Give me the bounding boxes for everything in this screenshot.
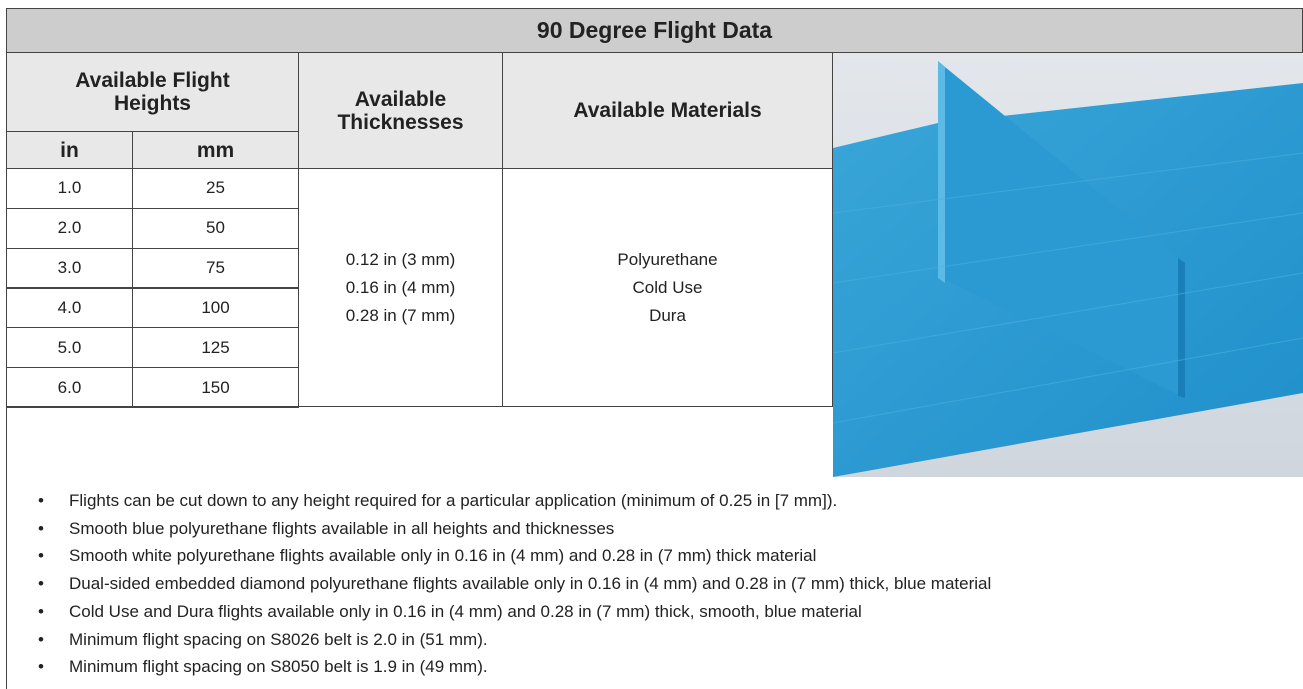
- cell-mm: 50: [132, 207, 299, 249]
- cell-in: 5.0: [6, 327, 133, 369]
- thickness: 0.12 in (3 mm): [345, 249, 456, 269]
- bullet-text: Cold Use and Dura flights available only…: [69, 601, 862, 621]
- header-cell: Available Flight Heights: [6, 52, 299, 132]
- header-materials: Available Materials: [573, 99, 762, 122]
- cell-in: 1.0: [6, 168, 133, 209]
- rule: [6, 52, 7, 689]
- bullet-text: Flights can be cut down to any height re…: [69, 491, 838, 510]
- header-in: in: [60, 138, 79, 162]
- header-cell: mm: [132, 131, 299, 169]
- cell-mm: 25: [132, 168, 299, 209]
- material: Cold Use: [632, 277, 703, 297]
- thickness-cell: 0.12 in (3 mm) 0.16 in (4 mm) 0.28 in (7 m…: [298, 168, 503, 407]
- cell-mm: 75: [132, 247, 299, 289]
- cell-mm: 150: [132, 367, 299, 408]
- materials-cell: Polyurethane Cold Use Dura: [502, 168, 833, 407]
- header-cell: Available Materials: [502, 52, 833, 169]
- thickness: 0.16 in (4 mm): [345, 277, 456, 297]
- bullet-text: Smooth blue polyurethane flights availab…: [69, 518, 615, 538]
- material: Dura: [649, 305, 686, 325]
- rule: [6, 406, 833, 407]
- header-thicknesses: Available Thicknesses: [337, 87, 464, 134]
- bullet-text: Minimum flight spacing on S8050 belt is …: [69, 657, 488, 677]
- cell-mm: 100: [132, 287, 299, 329]
- cell-in: 3.0: [6, 247, 133, 289]
- title-bar: 90 Degree Flight Data: [6, 8, 1303, 53]
- header-cell: Available Thicknesses: [298, 52, 503, 169]
- header-heights: Available Flight Heights: [75, 69, 230, 115]
- bullet-text: Dual-sided embedded diamond polyurethane…: [69, 574, 992, 594]
- cell-in: 4.0: [6, 287, 133, 329]
- cell-mm: 125: [132, 327, 299, 369]
- material: Polyurethane: [617, 249, 718, 269]
- cell-in: 2.0: [6, 207, 133, 249]
- bullet-text: Minimum flight spacing on S8026 belt is …: [69, 629, 488, 649]
- thickness: 0.28 in (7 mm): [345, 305, 456, 325]
- header-mm: mm: [196, 138, 235, 162]
- cell-in: 6.0: [6, 367, 133, 408]
- bullet-text: Smooth white polyurethane flights availa…: [69, 546, 817, 566]
- product-photo: [833, 53, 1303, 477]
- title: 90 Degree Flight Data: [536, 17, 773, 43]
- header-cell: in: [6, 131, 133, 169]
